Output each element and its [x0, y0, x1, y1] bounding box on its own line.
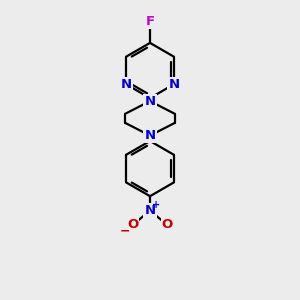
Text: N: N	[121, 78, 132, 91]
Text: −: −	[120, 224, 130, 238]
Text: F: F	[146, 15, 154, 28]
Text: O: O	[127, 218, 138, 232]
Text: N: N	[144, 129, 156, 142]
Text: N: N	[144, 204, 156, 217]
Text: N: N	[144, 94, 156, 108]
Text: N: N	[168, 78, 179, 91]
Text: +: +	[152, 200, 160, 211]
Text: O: O	[162, 218, 173, 232]
